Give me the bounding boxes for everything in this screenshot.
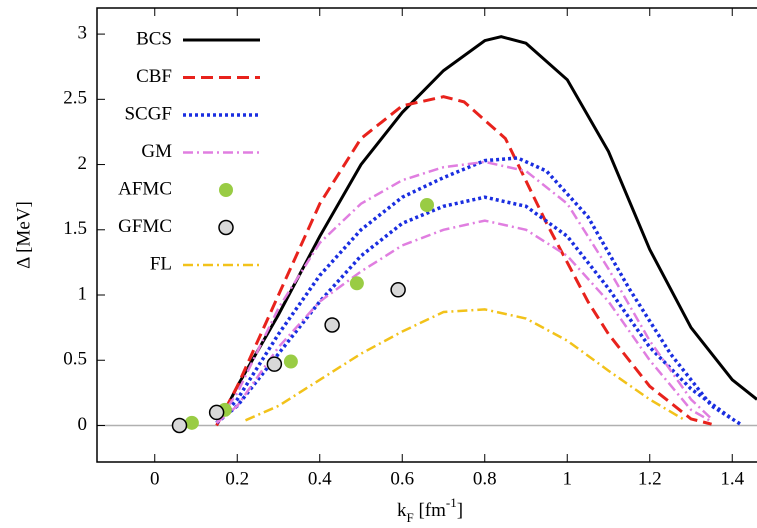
x-axis-label-part: k bbox=[397, 500, 407, 521]
marker bbox=[349, 276, 364, 291]
y-tick-label: 3 bbox=[78, 22, 88, 43]
x-axis-label-part: -1 bbox=[446, 495, 457, 510]
x-tick-label: 1 bbox=[563, 468, 573, 489]
marker bbox=[208, 404, 225, 421]
marker bbox=[324, 317, 340, 333]
legend-label: SCGF bbox=[124, 103, 172, 124]
x-axis-label: kF [fm-1] bbox=[397, 495, 463, 525]
x-axis-label-part: F bbox=[406, 510, 413, 525]
x-tick-label: 1.2 bbox=[638, 468, 662, 489]
y-tick-label: 1.5 bbox=[63, 218, 87, 239]
marker bbox=[390, 282, 406, 298]
series-line bbox=[215, 156, 742, 426]
legend-marker bbox=[219, 183, 233, 197]
y-tick-label: 0 bbox=[78, 414, 88, 435]
legend-label: FL bbox=[150, 253, 172, 274]
marker bbox=[283, 354, 298, 369]
marker bbox=[184, 415, 199, 430]
legend-label: GFMC bbox=[118, 216, 172, 237]
x-tick-label: 0.8 bbox=[473, 468, 497, 489]
x-tick-label: 0 bbox=[150, 468, 160, 489]
legend-label: GM bbox=[141, 141, 172, 162]
x-axis-label-part: ] bbox=[457, 500, 463, 521]
legend-label: CBF bbox=[136, 66, 172, 87]
x-tick-label: 0.4 bbox=[308, 468, 332, 489]
x-tick-label: 0.2 bbox=[225, 468, 249, 489]
series-line bbox=[215, 95, 712, 427]
marker bbox=[171, 417, 188, 434]
plot-frame bbox=[96, 7, 757, 463]
y-tick-label: 2 bbox=[78, 153, 88, 174]
legend-label: BCS bbox=[136, 28, 172, 49]
series-line bbox=[245, 308, 684, 422]
marker bbox=[266, 356, 283, 372]
legend-label: AFMC bbox=[118, 178, 172, 199]
series-line bbox=[215, 160, 713, 424]
marker bbox=[420, 197, 434, 212]
x-tick-label: 0.6 bbox=[390, 468, 414, 489]
legend-marker bbox=[218, 219, 234, 236]
x-axis-label-part: [fm bbox=[414, 500, 446, 521]
y-axis-label: Δ [MeV] bbox=[13, 201, 34, 269]
x-tick-label: 1.4 bbox=[720, 468, 744, 489]
y-tick-label: 0.5 bbox=[63, 349, 87, 370]
y-tick-label: 1 bbox=[78, 283, 88, 304]
y-tick-label: 2.5 bbox=[63, 88, 87, 109]
